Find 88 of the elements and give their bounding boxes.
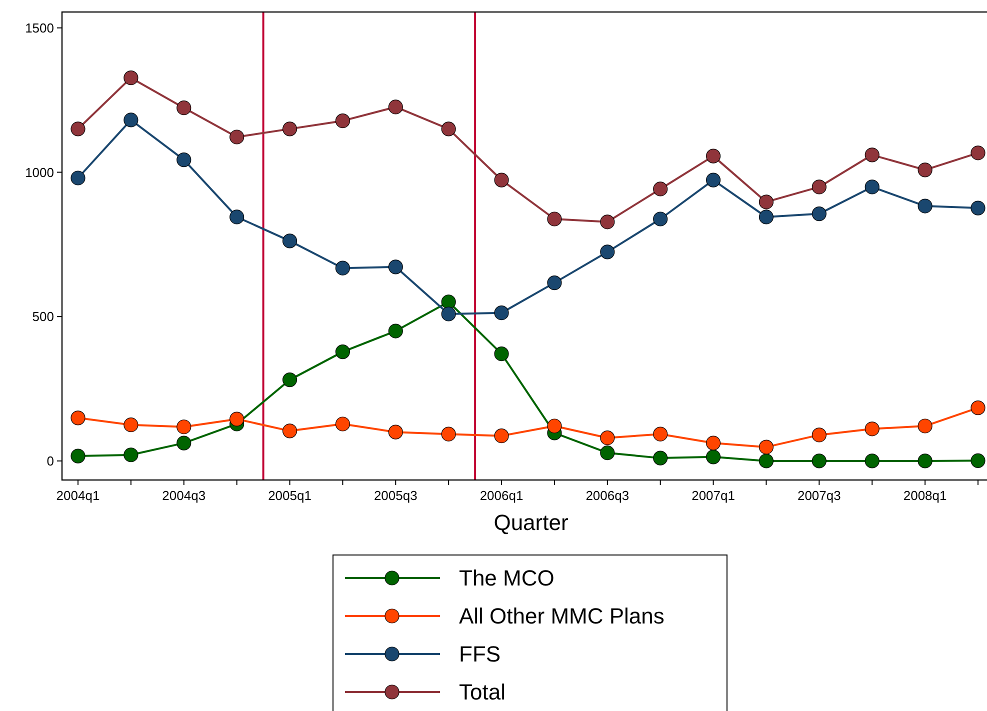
legend-label: FFS [459, 642, 501, 667]
x-tick-label: 2005q3 [374, 488, 418, 503]
x-tick-label: 2007q3 [797, 488, 841, 503]
point [176, 420, 192, 434]
point [653, 212, 668, 226]
point [812, 180, 826, 194]
point [864, 422, 880, 436]
point [494, 172, 509, 188]
point [706, 172, 721, 188]
point [970, 146, 986, 160]
point [70, 122, 86, 136]
point [600, 446, 615, 460]
point [758, 440, 774, 454]
x-tick-label: 2004q3 [162, 488, 206, 503]
point [441, 426, 456, 442]
point [282, 234, 298, 248]
point [970, 400, 986, 416]
point [335, 114, 350, 128]
point [176, 152, 192, 168]
point [441, 306, 456, 322]
y-tick-label: 500 [32, 309, 54, 324]
point [124, 112, 138, 128]
point [758, 194, 774, 210]
y-tick-label: 1500 [25, 20, 54, 36]
x-tick-label: 2006q1 [480, 488, 524, 503]
point [600, 244, 615, 260]
point [335, 260, 350, 276]
legend-label: Total [459, 680, 506, 705]
x-tick-label: 2004q1 [56, 488, 100, 503]
point [230, 130, 244, 144]
point [918, 454, 932, 468]
point [176, 100, 192, 116]
point [176, 436, 192, 450]
point [388, 324, 403, 338]
point [864, 148, 880, 162]
point [918, 198, 932, 214]
point [70, 410, 86, 426]
x-axis-title: Quarter [494, 510, 568, 535]
y-tick-label: 0 [46, 453, 54, 468]
point [124, 448, 138, 462]
point [124, 70, 138, 86]
x-tick-label: 2008q1 [903, 488, 947, 503]
point [812, 428, 826, 442]
point [494, 306, 509, 320]
point [230, 210, 244, 224]
point [970, 453, 986, 468]
point [547, 418, 562, 434]
point [70, 448, 86, 464]
point [758, 210, 774, 224]
point [441, 294, 456, 310]
point [706, 148, 721, 164]
point [494, 428, 509, 444]
point [812, 206, 826, 222]
point [758, 454, 774, 468]
x-tick-label: 2006q3 [586, 488, 630, 503]
point [282, 122, 298, 136]
point [600, 430, 615, 446]
point [547, 212, 562, 226]
legend-label: The MCO [459, 566, 554, 591]
point [335, 416, 350, 432]
point [282, 424, 298, 438]
x-tick-label: 2005q1 [268, 488, 312, 503]
point [653, 182, 668, 196]
point [441, 122, 456, 136]
point [70, 170, 86, 186]
legend-label: All Other MMC Plans [459, 604, 664, 629]
point [547, 276, 562, 290]
point [230, 412, 244, 426]
point [600, 214, 615, 230]
point [124, 418, 138, 432]
point [494, 346, 509, 362]
point [706, 450, 721, 464]
point [388, 100, 403, 114]
point [335, 344, 350, 360]
point [388, 260, 403, 274]
y-tick-label: 1000 [25, 164, 54, 180]
point [706, 436, 721, 450]
point [864, 454, 880, 468]
point [388, 424, 403, 440]
point [918, 162, 932, 178]
point [282, 372, 298, 388]
point [970, 200, 986, 216]
point [812, 454, 826, 468]
point [653, 450, 668, 466]
point [653, 426, 668, 442]
x-tick-label: 2007q1 [692, 488, 735, 503]
point [864, 180, 880, 194]
point [918, 418, 932, 434]
